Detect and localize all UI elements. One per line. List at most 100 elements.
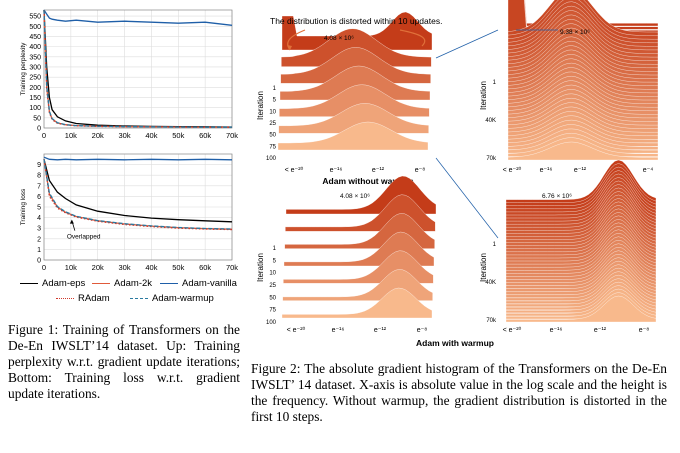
histogram-tick-label: e⁻¹⁶ <box>540 167 553 174</box>
legend-item-radam: RAdam <box>56 293 110 304</box>
histogram-tick-label: e⁻⁸ <box>417 327 428 334</box>
y-tick-label: 1 <box>37 247 41 254</box>
histogram-ridge <box>279 84 430 117</box>
loss-chart: 0 1 2 3 4 5 6 7 8 9 0 10k 20k 30k 40k 50k 60k 70k Training… <box>20 153 238 272</box>
iteration-tick-label: 40K <box>485 280 496 286</box>
x-tick-label: 50k <box>172 263 184 272</box>
iteration-tick-label: 70k <box>486 318 497 324</box>
y-tick-label: 100 <box>29 105 41 112</box>
x-axis-label-top: Adam without warmup <box>322 176 413 186</box>
series-line-adam-warmup <box>43 9 232 128</box>
iteration-tick-label: 25 <box>269 121 276 127</box>
iteration-tick-label: 5 <box>273 258 277 264</box>
series-line-adam-2k <box>43 9 232 128</box>
histogram-tick-label: e⁻¹² <box>374 327 387 334</box>
x-tick-label: 0 <box>42 131 46 140</box>
histogram-tick-label: e⁻⁴ <box>643 167 654 174</box>
histogram-ridge <box>281 287 433 319</box>
histogram-tick-label: e⁻¹² <box>372 167 385 174</box>
overlapped-annotation: Overlapped <box>67 234 101 241</box>
histogram-ridge <box>279 65 431 101</box>
y-tick-label: 500 <box>29 24 41 31</box>
x-tick-label: 20k <box>92 263 104 272</box>
x-tick-label: 70k <box>226 131 238 140</box>
y-tick-label: 400 <box>29 44 41 51</box>
histogram-tick-label: e⁻¹⁶ <box>332 327 345 334</box>
iteration-tick-label: 75 <box>269 144 276 150</box>
x-tick-label: 0 <box>42 263 46 272</box>
x-tick-label: 50k <box>172 131 184 140</box>
histogram-tick-label: < e⁻²⁰ <box>285 166 304 174</box>
series-line-adam-warmup <box>43 159 233 230</box>
y-tick-label: 4 <box>37 215 41 222</box>
histogram-tick-label: e⁻⁸ <box>639 327 650 334</box>
y-tick-label: 0 <box>37 126 41 133</box>
iteration-tick-label: 75 <box>269 308 276 314</box>
histogram-tick-label: e⁻¹² <box>574 167 587 174</box>
series-line-adam-vanilla <box>43 9 233 26</box>
peak-value-label: 4.08 × 10⁶ <box>340 193 370 200</box>
legend-item-adam-eps: Adam-eps <box>20 278 85 289</box>
histogram-ridge <box>278 103 429 134</box>
y-tick-label: 3 <box>37 226 41 233</box>
iteration-tick-label: 100 <box>266 320 277 326</box>
histogram-ridge <box>280 47 431 84</box>
y-tick-label: 7 <box>37 183 41 190</box>
y-tick-label: 300 <box>29 64 41 71</box>
x-tick-label: 60k <box>199 263 211 272</box>
y-tick-label: 9 <box>37 162 41 169</box>
series-line-adam-eps <box>43 9 233 128</box>
legend-item-adam-vanilla: Adam-vanilla <box>160 278 237 289</box>
x-axis-label-bottom: Adam with warmup <box>416 338 494 348</box>
histogram-tick-label: e⁻⁸ <box>415 167 426 174</box>
histogram-tick-label: < e⁻²⁰ <box>503 326 522 334</box>
iteration-tick-label: 1 <box>493 80 497 86</box>
y-tick-label: 200 <box>29 85 41 92</box>
y-tick-label: 5 <box>37 205 41 212</box>
histogram-tick-label: < e⁻²⁰ <box>503 166 522 174</box>
y-axis-label: Iteration <box>479 81 488 110</box>
y-tick-label: 250 <box>29 75 41 82</box>
y-axis-label: Training perplexity <box>20 42 27 96</box>
y-axis-label: Training loss <box>20 188 27 225</box>
y-tick-label: 350 <box>29 54 41 61</box>
figure1-caption: Figure 1: Training of Transformers on th… <box>8 322 240 401</box>
legend-item-adam-2k: Adam-2k <box>92 278 152 289</box>
series-line-radam <box>43 9 232 128</box>
y-tick-label: 50 <box>33 115 41 122</box>
figure2-caption: Figure 2: The absolute gradient histogra… <box>251 361 667 424</box>
x-tick-label: 40k <box>145 131 157 140</box>
y-tick-label: 6 <box>37 194 41 201</box>
iteration-tick-label: 10 <box>269 271 276 277</box>
y-axis-label: Iteration <box>479 253 488 282</box>
iteration-tick-label: 40K <box>485 118 496 124</box>
y-tick-label: 150 <box>29 95 41 102</box>
x-tick-label: 10k <box>65 263 77 272</box>
series-line-radam <box>43 159 233 231</box>
iteration-tick-label: 70k <box>486 156 497 162</box>
series-line-adam-vanilla <box>43 156 233 161</box>
gradient-histograms: 1 5 10 25 50 75 100 < e⁻²⁰ e⁻¹⁶ e⁻¹² e⁻⁸ 4.08 × 10⁶… <box>256 0 659 348</box>
peak-value-label: 4.08 × 10⁶ <box>324 35 354 42</box>
x-tick-label: 20k <box>92 131 104 140</box>
peak-value-label: 9.38 × 10⁶ <box>560 29 590 36</box>
iteration-tick-label: 100 <box>266 156 277 162</box>
perplexity-chart: 0 50 100 150 200 250 300 350 400 450 500 550 0 10k 20k… <box>20 9 238 140</box>
histogram-tick-label: < e⁻²⁰ <box>287 326 306 334</box>
iteration-tick-label: 25 <box>269 283 276 289</box>
y-tick-label: 8 <box>37 173 41 180</box>
iteration-tick-label: 5 <box>273 98 277 104</box>
y-tick-label: 450 <box>29 34 41 41</box>
y-axis-label: Iteration <box>256 253 265 282</box>
x-tick-label: 30k <box>119 263 131 272</box>
x-tick-label: 10k <box>65 131 77 140</box>
series-line-adam-2k <box>43 159 233 230</box>
distortion-annotation: The distribution is distorted within 10 … <box>270 16 442 26</box>
iteration-tick-label: 10 <box>269 109 276 115</box>
iteration-tick-label: 1 <box>273 246 277 252</box>
x-tick-label: 30k <box>119 131 131 140</box>
histogram-tick-label: e⁻¹⁶ <box>550 327 563 334</box>
histogram-ridge <box>277 121 429 151</box>
legend-item-adam-warmup: Adam-warmup <box>130 293 214 304</box>
iteration-tick-label: 1 <box>493 242 497 248</box>
